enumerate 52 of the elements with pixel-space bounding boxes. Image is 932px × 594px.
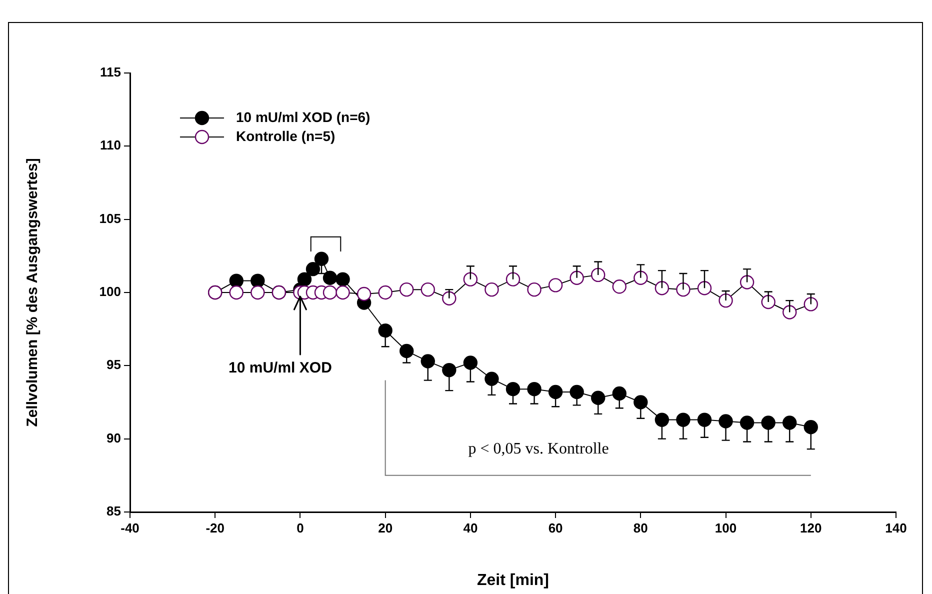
x-tick-label: -40: [120, 520, 140, 536]
x-axis-title: Zeit [min]: [477, 572, 549, 589]
point: [297, 272, 312, 286]
x-tick-label: 140: [885, 520, 907, 536]
x-tick-label: 20: [378, 520, 393, 536]
x-tick-label: 0: [296, 520, 304, 536]
point: [229, 274, 244, 288]
point: [761, 416, 776, 430]
point: [527, 382, 542, 396]
legend-label: Kontrolle (n=5): [236, 128, 336, 144]
point: [314, 252, 329, 266]
ref-line-label: p < 0,05 vs. Kontrolle: [468, 440, 609, 458]
point: [506, 382, 520, 396]
point: [463, 356, 478, 370]
point: [634, 395, 648, 410]
point: [306, 262, 320, 276]
x-tick-label: 120: [800, 520, 822, 536]
point: [804, 420, 818, 434]
point: [420, 354, 435, 368]
x-tick-label: 100: [714, 520, 737, 536]
point: [570, 384, 584, 400]
y-axis-title: Zellvolumen [% des Ausgangswertes]: [24, 158, 42, 427]
y-tick-label: 85: [106, 504, 121, 519]
point: [718, 414, 733, 428]
y-tick-label: 95: [106, 357, 121, 372]
y-tick-label: 115: [100, 64, 121, 80]
x-tick-label: 80: [633, 520, 648, 536]
point: [697, 412, 712, 427]
point: [654, 412, 670, 427]
point: [356, 286, 372, 302]
point: [378, 323, 392, 338]
y-tick-label: 100: [99, 284, 121, 300]
point: [400, 344, 414, 358]
point: [782, 416, 797, 430]
x-tick-label: -20: [206, 520, 225, 536]
y-tick-label: 110: [100, 138, 121, 153]
annotation: 10 mU/ml XOD: [228, 359, 332, 376]
y-tick-label: 90: [106, 430, 121, 446]
point: [740, 416, 754, 430]
point: [591, 390, 606, 405]
y-tick-label: 105: [99, 210, 121, 226]
legend-label: 10 mU/ml XOD (n=6): [236, 108, 370, 125]
x-tick-label: 40: [463, 520, 478, 536]
point: [484, 372, 499, 386]
point: [442, 362, 456, 378]
x-tick-label: 60: [548, 520, 563, 536]
point: [548, 384, 563, 400]
point: [336, 272, 350, 286]
point: [250, 274, 265, 288]
point: [322, 270, 338, 285]
point: [676, 412, 690, 427]
point: [612, 386, 626, 401]
